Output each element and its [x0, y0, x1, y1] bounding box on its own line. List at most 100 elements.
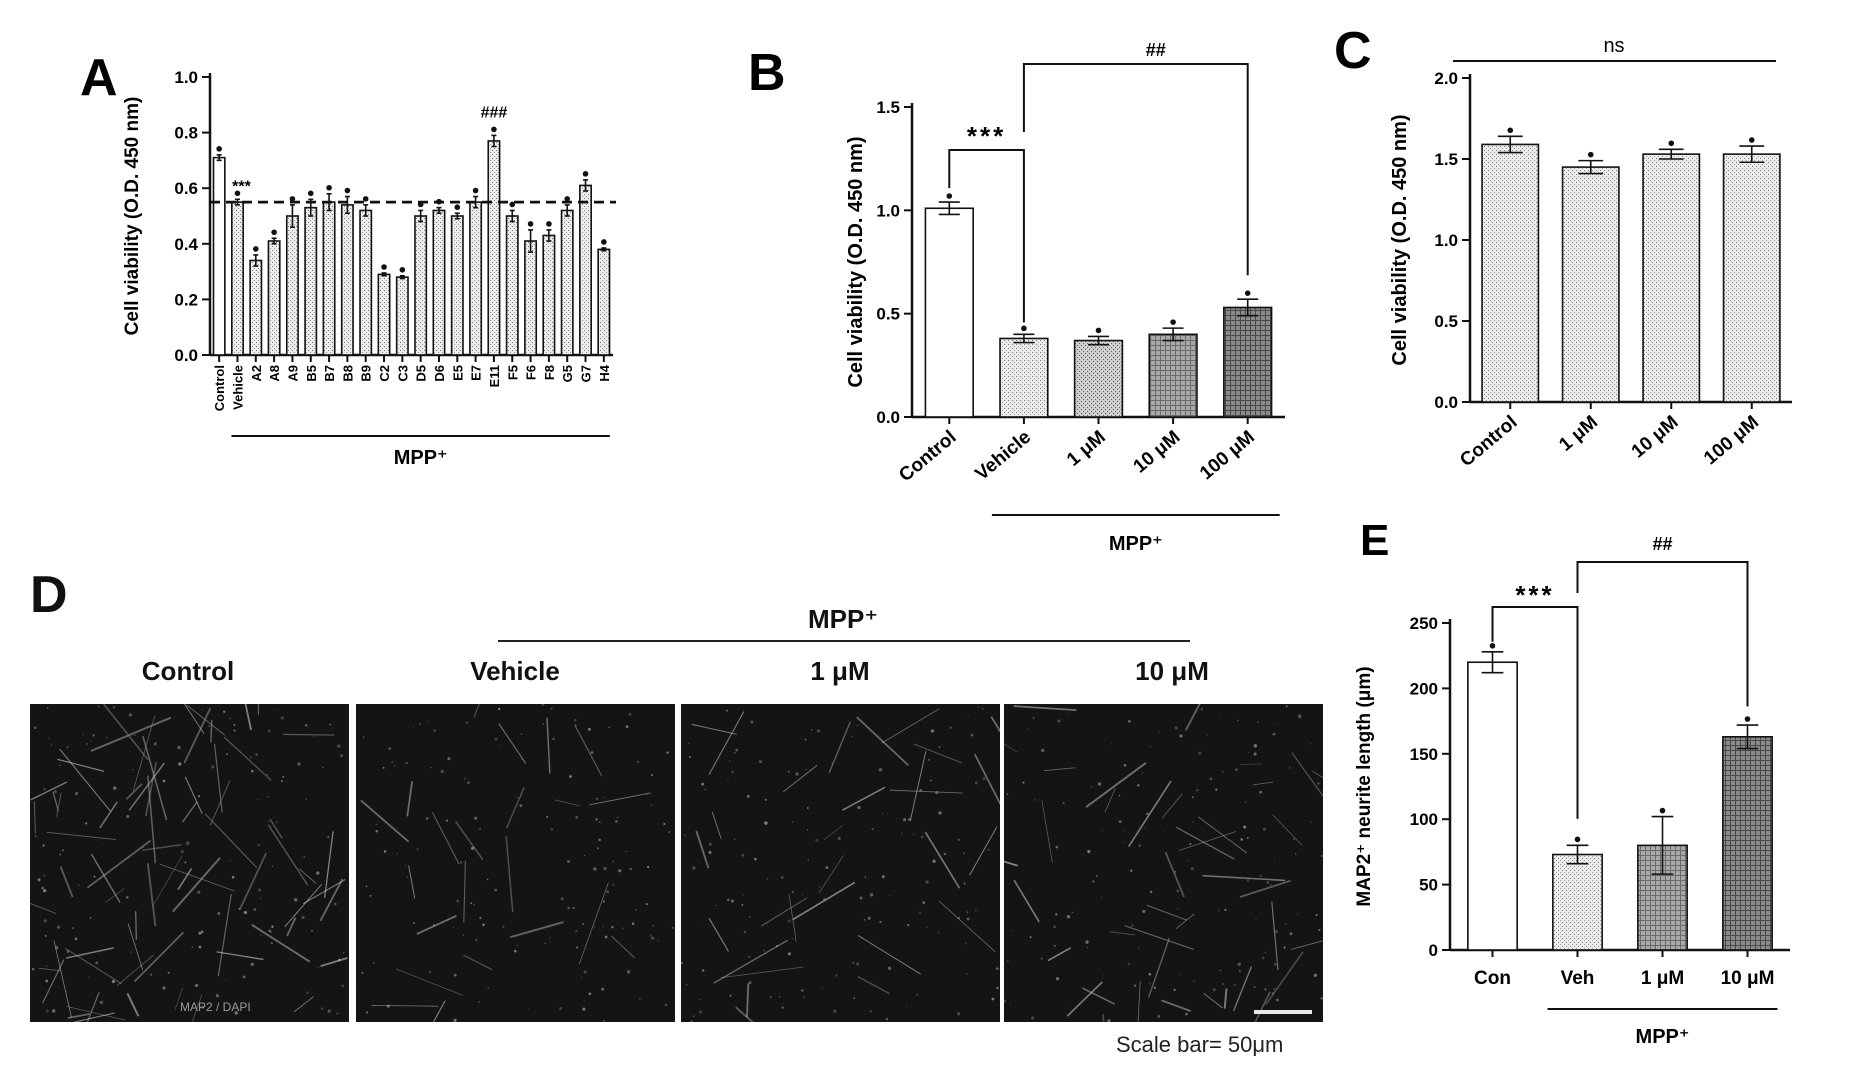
speckle	[903, 818, 907, 822]
speckle	[626, 970, 631, 974]
speckle	[391, 761, 393, 763]
neurite	[760, 897, 808, 927]
speckle	[769, 996, 772, 998]
speckle	[1118, 794, 1121, 797]
neurite	[99, 801, 118, 829]
neurite	[1175, 913, 1195, 929]
speckle	[932, 859, 936, 863]
speckle	[306, 991, 309, 994]
speckle	[519, 795, 522, 797]
neurite	[1223, 988, 1228, 1009]
speckle	[310, 929, 314, 932]
speckle	[851, 735, 853, 738]
neurite	[463, 954, 493, 971]
speckle	[685, 983, 688, 986]
bar	[340, 204, 354, 356]
speckle	[542, 704, 544, 706]
speckle	[647, 865, 650, 869]
neurite	[611, 935, 635, 959]
speckle	[280, 716, 284, 720]
speckle	[396, 853, 398, 855]
neurite	[574, 725, 603, 777]
y-tick-label: 0.5	[876, 305, 900, 324]
speckle	[664, 1003, 668, 1007]
speckle	[1320, 854, 1323, 857]
speckle	[303, 856, 306, 859]
neurite	[974, 753, 1000, 806]
speckle	[1243, 825, 1247, 829]
speckle	[602, 796, 604, 798]
speckle	[271, 865, 273, 867]
speckle	[386, 1004, 390, 1008]
speckle	[462, 934, 464, 936]
speckle	[867, 916, 871, 920]
neurite	[1082, 987, 1115, 1005]
speckle	[823, 898, 826, 901]
y-axis-label: MAP2⁺ neurite length (μm)	[1354, 666, 1375, 906]
speckle	[1257, 721, 1259, 724]
speckle	[276, 709, 279, 711]
speckle	[835, 974, 838, 977]
neurite	[1047, 947, 1072, 962]
speckle	[34, 726, 37, 730]
bar	[597, 248, 611, 356]
speckle	[475, 938, 478, 942]
neurite	[1085, 762, 1147, 808]
neurite	[1252, 781, 1274, 786]
speckle	[419, 723, 422, 726]
speckle	[1292, 837, 1296, 841]
data-point	[1744, 716, 1751, 722]
neurite	[86, 992, 100, 1022]
speckle	[465, 721, 469, 724]
data-point	[271, 229, 277, 236]
speckle	[567, 906, 570, 910]
speckle	[650, 936, 655, 940]
speckle	[1270, 884, 1272, 886]
neurite	[172, 857, 221, 913]
speckle	[913, 833, 915, 836]
speckle	[698, 1010, 703, 1014]
speckle	[967, 715, 969, 717]
speckle	[233, 729, 236, 732]
speckle	[974, 781, 978, 785]
neurite	[204, 813, 258, 869]
speckle	[445, 819, 449, 822]
x-tick-label: C3	[395, 365, 410, 382]
speckle	[223, 710, 226, 713]
speckle	[474, 816, 478, 820]
panel-letter-a: A	[80, 49, 118, 107]
speckle	[180, 850, 184, 854]
data-point	[1489, 642, 1496, 649]
bar	[359, 209, 373, 356]
speckle	[388, 747, 392, 750]
speckle	[339, 754, 344, 758]
neurite	[909, 751, 927, 821]
speckle	[1289, 932, 1293, 936]
neurite	[183, 704, 205, 734]
speckle	[1031, 1016, 1034, 1020]
group-label: MPP⁺	[394, 447, 448, 469]
speckle	[1101, 829, 1103, 832]
speckle	[708, 842, 712, 846]
speckle	[258, 888, 262, 892]
speckle	[1010, 1003, 1012, 1005]
speckle	[778, 996, 781, 998]
speckle	[650, 804, 653, 806]
speckle	[608, 726, 611, 728]
speckle	[733, 838, 736, 840]
speckle	[294, 914, 296, 916]
significance-bracket	[1022, 63, 1249, 276]
speckle	[715, 905, 717, 907]
speckle	[217, 912, 221, 915]
speckle	[559, 1006, 563, 1011]
neurite	[146, 862, 157, 927]
speckle	[1129, 869, 1133, 872]
x-tick-label: H4	[597, 364, 612, 381]
speckle	[690, 1020, 693, 1022]
speckle	[1118, 820, 1122, 824]
speckle	[930, 729, 935, 733]
y-tick-label: 0.2	[174, 290, 198, 309]
speckle	[938, 811, 942, 815]
speckle	[406, 875, 409, 878]
speckle	[294, 898, 298, 902]
